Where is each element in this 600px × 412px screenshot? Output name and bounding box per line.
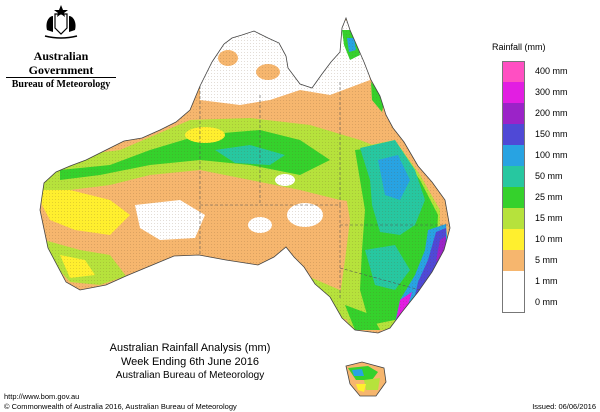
state-borders bbox=[199, 80, 448, 300]
footer-issued: Issued: 06/06/2016 bbox=[532, 402, 596, 411]
legend-label: 5 mm bbox=[535, 255, 558, 265]
rainfall-zones bbox=[40, 18, 450, 333]
legend-label: 0 mm bbox=[535, 297, 558, 307]
map-caption: Australian Rainfall Analysis (mm) Week E… bbox=[100, 341, 280, 382]
coat-of-arms-logo bbox=[44, 5, 78, 39]
map-org: Australian Bureau of Meteorology bbox=[115, 370, 265, 381]
legend-label: 100 mm bbox=[535, 150, 568, 160]
legend-swatch bbox=[502, 61, 525, 82]
legend-label: 300 mm bbox=[535, 87, 568, 97]
legend-swatch bbox=[502, 229, 525, 250]
footer-copyright: © Commonwealth of Australia 2016, Austra… bbox=[4, 402, 237, 411]
government-name: Australian Government bbox=[28, 49, 94, 77]
legend-swatch bbox=[502, 250, 525, 271]
legend-swatch bbox=[502, 187, 525, 208]
legend-swatch bbox=[502, 166, 525, 187]
legend-label: 1 mm bbox=[535, 276, 558, 286]
legend-swatch bbox=[502, 271, 525, 292]
bureau-name: Bureau of Meteorology bbox=[6, 77, 116, 91]
coastline bbox=[39, 16, 451, 334]
legend-label: 150 mm bbox=[535, 129, 568, 139]
legend-swatch bbox=[502, 103, 525, 124]
legend-label: 10 mm bbox=[535, 234, 563, 244]
map-subtitle: Week Ending 6th June 2016 bbox=[120, 356, 259, 368]
legend-label: 15 mm bbox=[535, 213, 563, 223]
legend-swatch bbox=[502, 292, 525, 313]
footer-url[interactable]: http://www.bom.gov.au bbox=[4, 392, 80, 401]
header: Australian Government Bureau of Meteorol… bbox=[6, 4, 116, 91]
legend-label: 50 mm bbox=[535, 171, 563, 181]
legend-label: 200 mm bbox=[535, 108, 568, 118]
tasmania bbox=[345, 361, 387, 397]
legend-swatch bbox=[502, 145, 525, 166]
legend-swatch bbox=[502, 82, 525, 103]
zone-kimberley-5mm bbox=[164, 68, 196, 88]
legend-swatch bbox=[502, 124, 525, 145]
legend-label: 25 mm bbox=[535, 192, 563, 202]
legend-swatch bbox=[502, 208, 525, 229]
legend-title: Rainfall (mm) bbox=[492, 42, 546, 52]
legend-label: 400 mm bbox=[535, 66, 568, 76]
map-title: Australian Rainfall Analysis (mm) bbox=[109, 342, 271, 354]
